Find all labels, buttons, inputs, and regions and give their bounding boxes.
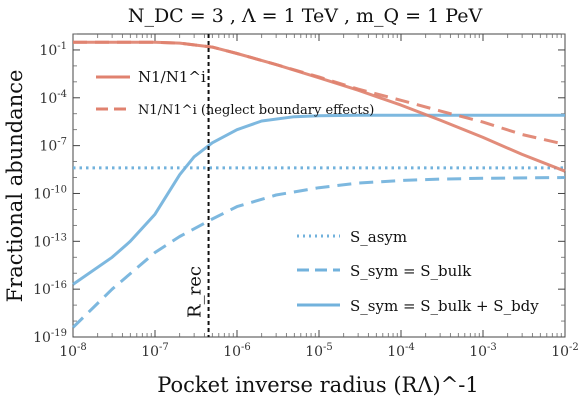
x-tick-label: 10-6	[223, 342, 251, 360]
y-tick-label: 10-19	[33, 328, 67, 346]
series-line-4	[72, 113, 565, 286]
series-line-0	[73, 40, 566, 173]
legend-bottom: S_asym S_sym = S_bulk S_sym = S_bulk + S…	[297, 228, 539, 315]
x-tick-label: 10-8	[59, 342, 87, 360]
legend-label-s-sym-bdy: S_sym = S_bulk + S_bdy	[350, 297, 539, 315]
series-layer	[71, 40, 566, 329]
y-tick-label: 10-4	[39, 89, 67, 107]
y-tick-label: 10-13	[33, 232, 67, 250]
y-tick-label: 10-7	[39, 137, 67, 155]
legend-label-s-sym-bulk: S_sym = S_bulk	[350, 262, 472, 280]
x-axis-label: Pocket inverse radius (RΛ)^-1	[157, 373, 479, 397]
y-tick-label: 10-10	[33, 184, 67, 202]
x-tick-label: 10-4	[387, 342, 415, 360]
x-tick-label: 10-2	[551, 342, 579, 360]
y-tick-label: 10-16	[33, 280, 67, 298]
legend-label-s-asym: S_asym	[350, 228, 407, 246]
y-axis-label: Fractional abundance	[3, 70, 27, 303]
legend-label-n1-solid: N1/N1^i	[138, 68, 206, 86]
legend-top: N1/N1^i N1/N1^i (neglect boundary effect…	[96, 68, 374, 118]
x-tick-label: 10-3	[469, 342, 497, 360]
annotation-layer: R_rec	[185, 34, 210, 337]
series-line-3	[71, 176, 566, 329]
r-rec-label: R_rec	[185, 266, 206, 318]
x-tick-label: 10-7	[141, 342, 169, 360]
legend-label-n1-dashed: N1/N1^i (neglect boundary effects)	[138, 103, 374, 118]
chart-title: N_DC = 3 , Λ = 1 TeV , m_Q = 1 PeV	[128, 5, 483, 27]
tick-group: 10-8 10-7 10-6 10-5 10-4 10-3 10-2 10-19 10-16 10…	[33, 33, 579, 360]
x-tick-label: 10-5	[305, 342, 333, 360]
series-line-1	[73, 40, 566, 146]
y-tick-label: 10-1	[39, 41, 67, 59]
